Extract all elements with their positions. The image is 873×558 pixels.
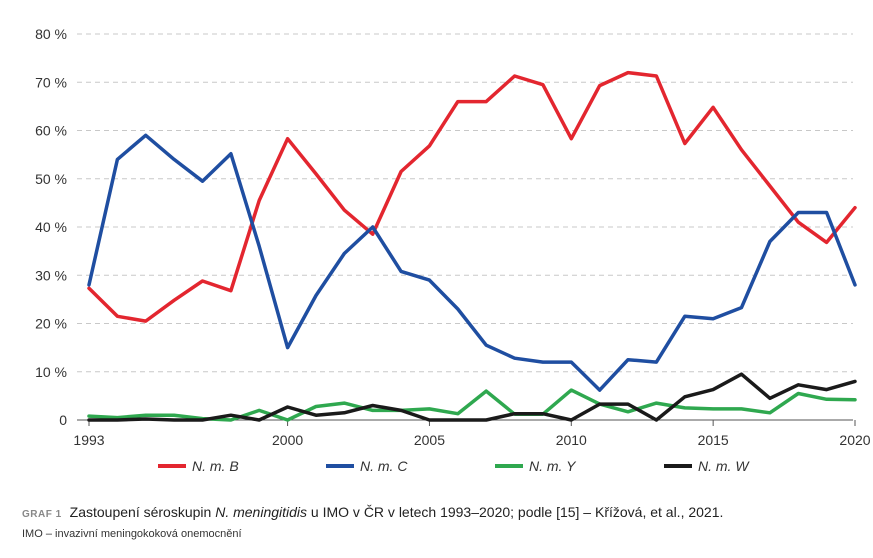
caption-label: GRAF 1 xyxy=(22,509,62,520)
legend-label: N. m. W xyxy=(698,458,750,474)
series-line xyxy=(87,70,857,323)
series-line xyxy=(87,388,857,422)
legend: N. m. B N. m. C N. m. Y N. m. W xyxy=(158,458,750,474)
line-chart: 0 10 % 20 % 30 % 40 % 50 % 60 % 70 % 80 % 1993 20… xyxy=(35,26,871,474)
x-tick-label: 2010 xyxy=(556,432,587,448)
x-axis-ticks: 1993 2000 2005 2010 2015 2020 xyxy=(73,420,871,448)
legend-label: N. m. C xyxy=(360,458,408,474)
x-tick-label: 2005 xyxy=(414,432,445,448)
x-tick-label: 2000 xyxy=(272,432,303,448)
x-tick-label: 2020 xyxy=(839,432,870,448)
abbreviation-note: IMO – invazivní meningokoková onemocnění xyxy=(22,528,242,540)
series-lines xyxy=(87,70,857,422)
caption-species: N. meningitidis xyxy=(215,504,308,520)
y-tick-label: 80 % xyxy=(35,26,67,42)
y-tick-label: 0 xyxy=(59,412,67,428)
x-tick-label: 2015 xyxy=(698,432,729,448)
legend-label: N. m. B xyxy=(192,458,239,474)
series-line xyxy=(87,133,857,392)
y-tick-label: 10 % xyxy=(35,364,67,380)
y-tick-label: 50 % xyxy=(35,171,67,187)
y-axis-ticks: 0 10 % 20 % 30 % 40 % 50 % 60 % 70 % 80 % xyxy=(35,26,67,428)
series-line xyxy=(87,372,857,422)
figure-caption: GRAF 1 Zastoupení séroskupin N. meningiti… xyxy=(22,504,723,520)
y-tick-label: 20 % xyxy=(35,316,67,332)
y-tick-label: 30 % xyxy=(35,267,67,283)
y-tick-label: 40 % xyxy=(35,219,67,235)
gridlines xyxy=(77,33,853,373)
y-tick-label: 70 % xyxy=(35,74,67,90)
legend-label: N. m. Y xyxy=(529,458,577,474)
caption-text-after: u IMO v ČR v letech 1993–2020; podle [15… xyxy=(307,504,724,520)
x-tick-label: 1993 xyxy=(73,432,104,448)
caption-text-before: Zastoupení séroskupin xyxy=(69,504,216,520)
y-tick-label: 60 % xyxy=(35,123,67,139)
